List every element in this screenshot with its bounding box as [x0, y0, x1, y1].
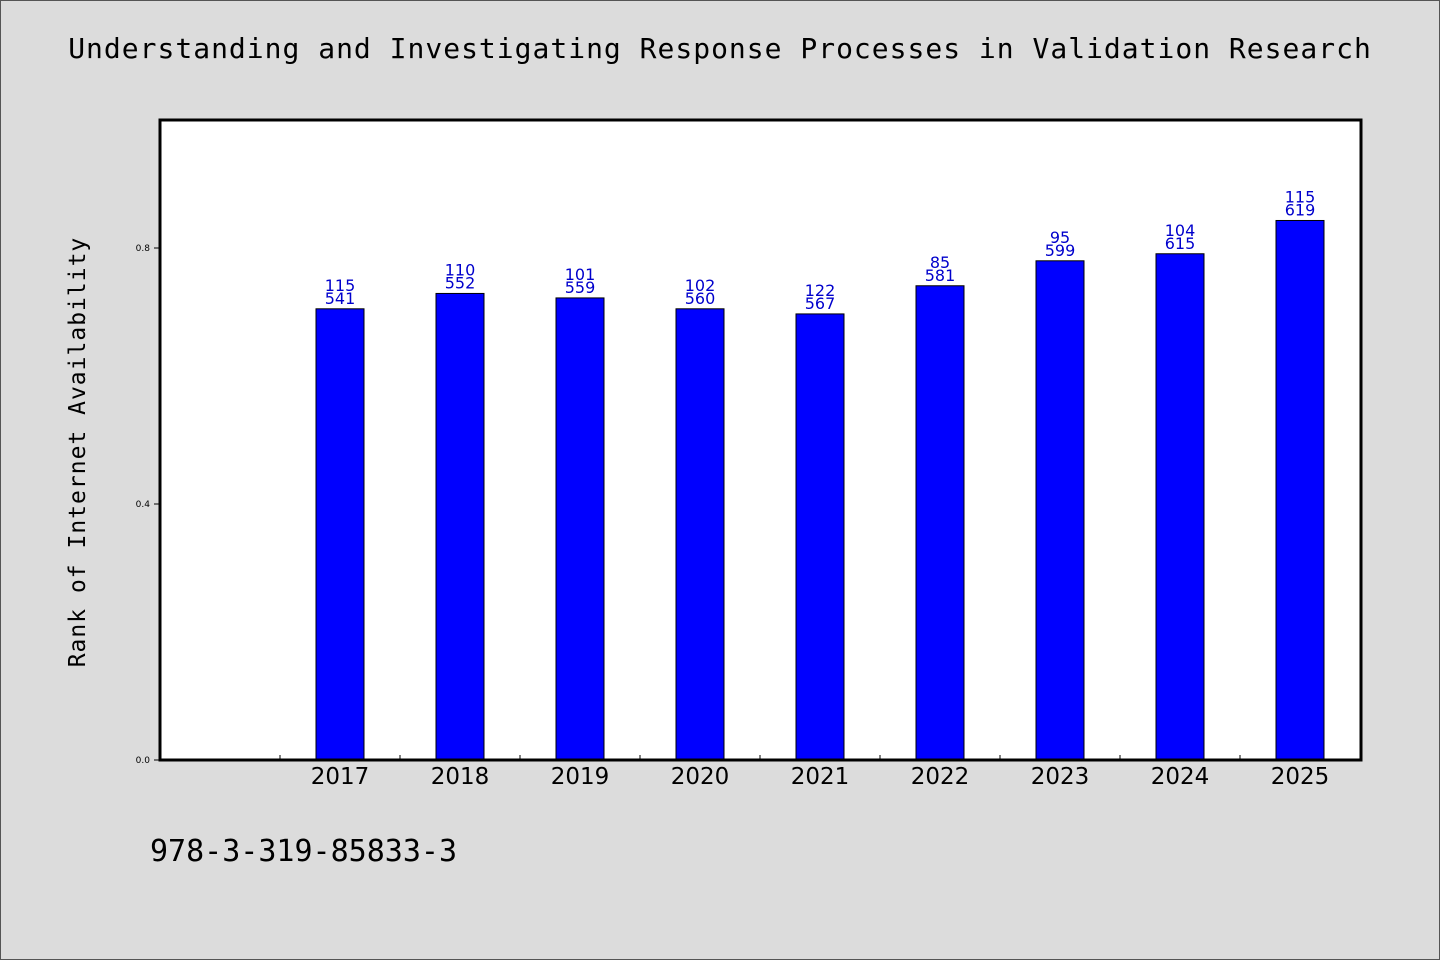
x-tick-label: 2018	[431, 764, 490, 790]
data-label-bottom: 560	[685, 289, 716, 308]
data-label-bottom: 619	[1285, 200, 1316, 219]
data-label-top: 85	[930, 253, 950, 272]
x-tick-label: 2019	[551, 764, 610, 790]
bar	[675, 308, 725, 761]
x-tick-label: 2021	[791, 764, 850, 790]
data-label-top: 115	[325, 276, 356, 295]
plot-border	[158, 118, 1363, 762]
data-label-top: 122	[805, 281, 836, 300]
data-label-top: 104	[1165, 221, 1196, 240]
bar	[435, 292, 485, 761]
data-label-bottom: 599	[1045, 241, 1076, 260]
data-label-top: 115	[1285, 187, 1316, 206]
bar	[1035, 260, 1085, 761]
bar	[795, 313, 845, 761]
y-tick-label: 0.8	[136, 244, 151, 254]
data-label-top: 95	[1050, 228, 1070, 247]
bar	[555, 297, 605, 761]
x-tick-label: 2022	[911, 764, 970, 790]
bar	[1155, 253, 1205, 761]
y-tick-label: 0.4	[136, 500, 151, 510]
x-tick-label: 2024	[1151, 764, 1210, 790]
x-tick-label: 2020	[671, 764, 730, 790]
bar	[315, 308, 365, 761]
data-label-bottom: 567	[805, 294, 836, 313]
data-label-top: 102	[685, 276, 716, 295]
data-label-top: 101	[565, 265, 596, 284]
data-label-bottom: 541	[325, 289, 356, 308]
x-tick-label: 2017	[311, 764, 370, 790]
data-label-bottom: 552	[445, 273, 476, 292]
data-label-bottom: 581	[925, 266, 956, 285]
data-label-bottom: 559	[565, 278, 596, 297]
bar	[915, 285, 965, 761]
isbn-text: 978-3-319-85833-3	[150, 834, 458, 869]
x-tick-label: 2025	[1271, 764, 1330, 790]
data-label-bottom: 615	[1165, 234, 1196, 253]
y-tick-label: 0.0	[136, 756, 151, 766]
data-label-top: 110	[445, 260, 476, 279]
x-tick-label: 2023	[1031, 764, 1090, 790]
bar	[1275, 219, 1325, 761]
chart-title: Understanding and Investigating Response…	[68, 32, 1372, 65]
